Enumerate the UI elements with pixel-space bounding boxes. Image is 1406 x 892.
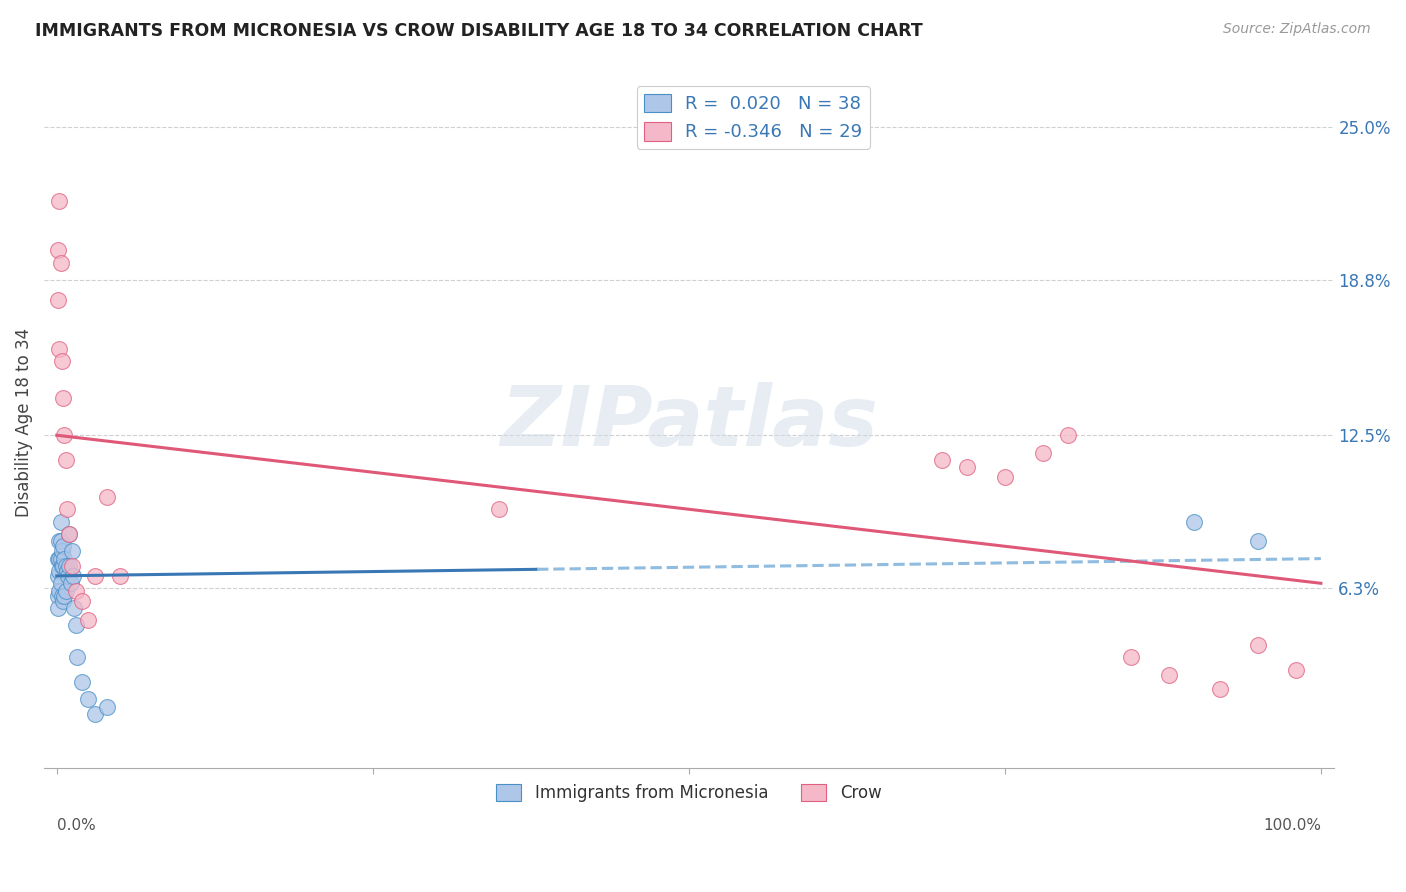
Point xyxy=(58,559,80,574)
Point xyxy=(56,502,79,516)
Point xyxy=(1121,650,1143,665)
Point xyxy=(63,601,86,615)
Point xyxy=(48,564,70,578)
Point xyxy=(931,453,953,467)
Point xyxy=(58,527,80,541)
Point xyxy=(51,354,73,368)
Point xyxy=(49,576,72,591)
Point xyxy=(46,589,69,603)
Point xyxy=(56,564,79,578)
Point xyxy=(55,453,77,467)
Point xyxy=(96,699,118,714)
Text: ZIPatlas: ZIPatlas xyxy=(501,383,877,463)
Point xyxy=(96,490,118,504)
Point xyxy=(48,342,70,356)
Point xyxy=(46,293,69,307)
Point xyxy=(60,559,83,574)
Point xyxy=(55,583,77,598)
Point xyxy=(49,255,72,269)
Point xyxy=(1057,428,1080,442)
Point xyxy=(1246,638,1268,652)
Point xyxy=(53,551,76,566)
Point xyxy=(488,502,510,516)
Point xyxy=(1209,682,1232,697)
Point xyxy=(58,527,80,541)
Point xyxy=(46,243,69,257)
Point xyxy=(55,559,77,574)
Point xyxy=(56,569,79,583)
Point xyxy=(53,589,76,603)
Text: 0.0%: 0.0% xyxy=(56,818,96,833)
Point xyxy=(53,428,76,442)
Point xyxy=(108,569,131,583)
Point xyxy=(49,534,72,549)
Point xyxy=(49,551,72,566)
Point xyxy=(59,576,82,591)
Text: 100.0%: 100.0% xyxy=(1263,818,1320,833)
Point xyxy=(51,559,73,574)
Point xyxy=(46,569,69,583)
Point xyxy=(1032,445,1054,459)
Point xyxy=(51,589,73,603)
Point xyxy=(48,551,70,566)
Y-axis label: Disability Age 18 to 34: Disability Age 18 to 34 xyxy=(15,328,32,517)
Point xyxy=(48,534,70,549)
Point xyxy=(77,692,100,706)
Point xyxy=(65,618,87,632)
Legend: Immigrants from Micronesia, Crow: Immigrants from Micronesia, Crow xyxy=(489,777,889,808)
Point xyxy=(1246,534,1268,549)
Text: Source: ZipAtlas.com: Source: ZipAtlas.com xyxy=(1223,22,1371,37)
Point xyxy=(1284,663,1306,677)
Point xyxy=(46,551,69,566)
Point xyxy=(49,515,72,529)
Point xyxy=(48,583,70,598)
Point xyxy=(70,593,93,607)
Point xyxy=(77,613,100,627)
Point xyxy=(52,559,75,574)
Point xyxy=(65,583,87,598)
Point xyxy=(48,194,70,208)
Point xyxy=(83,707,105,722)
Point xyxy=(46,601,69,615)
Point xyxy=(1159,667,1181,681)
Point xyxy=(1184,515,1206,529)
Point xyxy=(994,470,1017,484)
Point xyxy=(52,593,75,607)
Point xyxy=(52,391,75,405)
Point xyxy=(51,544,73,558)
Point xyxy=(62,569,84,583)
Point xyxy=(83,569,105,583)
Point xyxy=(52,539,75,553)
Point xyxy=(70,675,93,690)
Point xyxy=(60,544,83,558)
Point xyxy=(66,650,89,665)
Text: IMMIGRANTS FROM MICRONESIA VS CROW DISABILITY AGE 18 TO 34 CORRELATION CHART: IMMIGRANTS FROM MICRONESIA VS CROW DISAB… xyxy=(35,22,922,40)
Point xyxy=(956,460,979,475)
